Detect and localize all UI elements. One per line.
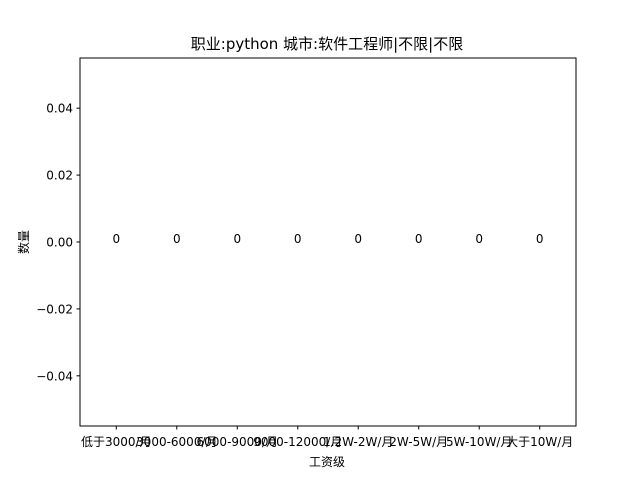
x-tick-label: 5W-10W/月 xyxy=(446,435,513,449)
y-tick-label: −0.04 xyxy=(36,369,73,383)
bar-value-label: 0 xyxy=(415,232,423,246)
y-tick-label: 0.00 xyxy=(46,236,73,250)
x-tick-label: 6000-9000/月 xyxy=(197,435,278,449)
x-axis-label: 工资级 xyxy=(309,455,345,469)
bar-value-label: 0 xyxy=(475,232,483,246)
y-tick-label: 0.04 xyxy=(46,102,73,116)
x-tick-label: 大于10W/月 xyxy=(506,435,573,449)
bar-value-label: 0 xyxy=(173,232,181,246)
plot-area xyxy=(79,57,577,427)
bar-value-label: 0 xyxy=(233,232,241,246)
data-labels: 0 0 0 0 0 0 0 0 xyxy=(112,232,543,246)
x-tick-label: 2W-5W/月 xyxy=(389,435,448,449)
x-tick-label: 9000-12000/月 xyxy=(253,435,342,449)
y-tick-label: −0.02 xyxy=(36,302,73,316)
x-tick-label: 1.2W-2W/月 xyxy=(323,435,393,449)
bar-value-label: 0 xyxy=(536,232,544,246)
bar-value-label: 0 xyxy=(112,232,120,246)
x-tick-label: 低于3000/月 xyxy=(81,435,152,449)
chart-title: 职业:python 城市:软件工程师|不限|不限 xyxy=(191,35,463,53)
y-axis-label: 数量 xyxy=(16,230,31,254)
bar-value-label: 0 xyxy=(294,232,302,246)
x-tick-label: 3000-6000/月 xyxy=(136,435,217,449)
bar-value-label: 0 xyxy=(354,232,362,246)
y-axis: −0.04 −0.02 0.00 0.02 0.04 xyxy=(36,102,80,383)
y-tick-label: 0.02 xyxy=(46,169,73,183)
x-axis: 低于3000/月3000-6000/月6000-9000/月9000-12000… xyxy=(81,426,573,449)
